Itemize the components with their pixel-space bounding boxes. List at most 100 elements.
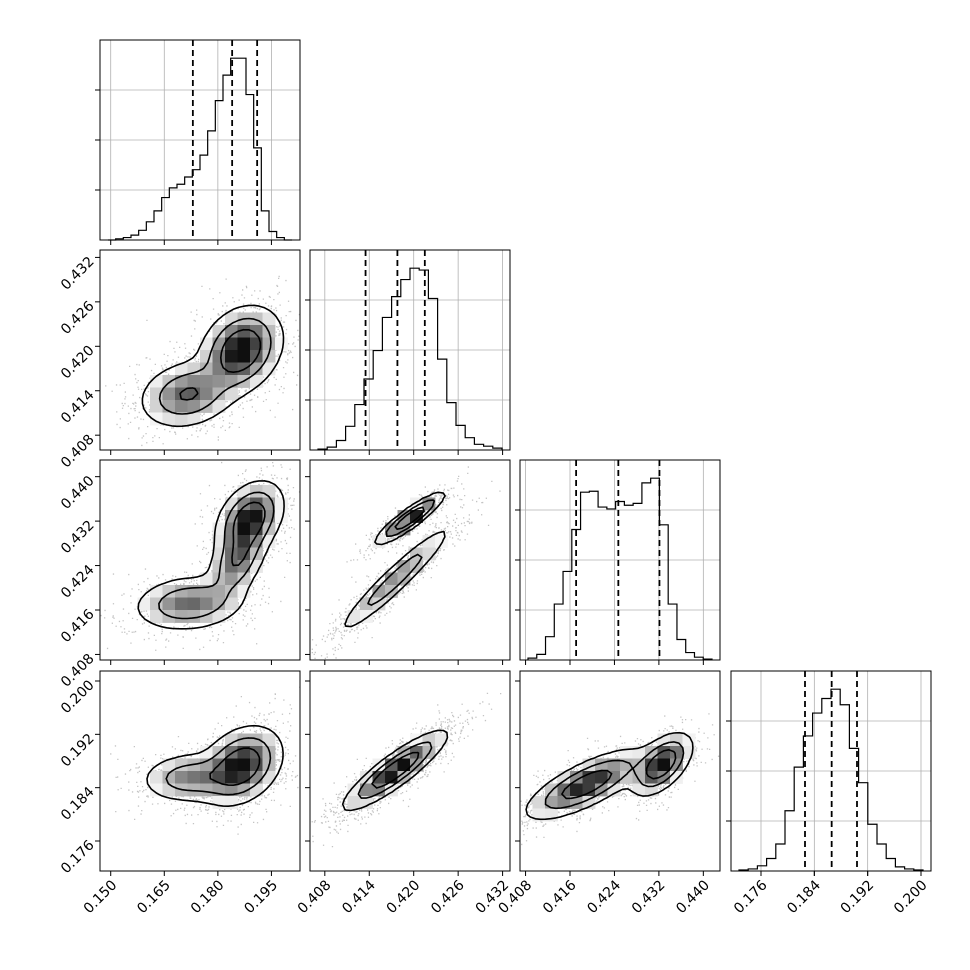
contour-level-3 bbox=[561, 749, 677, 800]
density-cell bbox=[372, 758, 386, 772]
density-cell bbox=[200, 362, 213, 376]
density-cell bbox=[212, 597, 226, 611]
density-cell bbox=[372, 771, 386, 784]
density-cell bbox=[175, 610, 188, 623]
density-cell bbox=[237, 535, 251, 548]
density-cell bbox=[162, 412, 176, 426]
xtick-label-p2: 0.424 bbox=[584, 877, 624, 917]
contour-level-2 bbox=[544, 741, 685, 810]
density-cell bbox=[212, 610, 226, 623]
panel-frame bbox=[519, 459, 721, 661]
density-cell bbox=[212, 585, 226, 598]
ytick-label-p2: 0.432 bbox=[58, 517, 98, 557]
density-cell bbox=[150, 400, 163, 413]
xtick-label-p1: 0.408 bbox=[295, 877, 335, 917]
density-cell bbox=[385, 771, 398, 784]
density-cell bbox=[212, 375, 226, 388]
density-cell bbox=[212, 350, 226, 363]
density-cell bbox=[225, 337, 238, 351]
density-cell bbox=[237, 497, 251, 511]
panel-frame bbox=[309, 459, 511, 661]
density-cell bbox=[225, 783, 238, 797]
panel-frame bbox=[99, 459, 301, 661]
ytick-label-p3: 0.176 bbox=[58, 837, 98, 877]
density-cell bbox=[237, 585, 251, 598]
contour-level-3 bbox=[371, 751, 420, 789]
density-cell bbox=[620, 746, 633, 759]
density-cell bbox=[162, 758, 176, 772]
ytick-label-p1: 0.408 bbox=[58, 432, 98, 472]
density-cell bbox=[175, 597, 188, 611]
density-cell bbox=[275, 510, 288, 523]
histogram-steps bbox=[317, 267, 503, 450]
panel-frame bbox=[99, 670, 301, 872]
panel-content bbox=[311, 466, 501, 660]
density-cell bbox=[225, 522, 238, 536]
density-cell bbox=[225, 560, 238, 573]
density-cell bbox=[162, 597, 176, 611]
density-cell bbox=[360, 796, 373, 809]
density-cell bbox=[532, 796, 546, 809]
panel-content bbox=[100, 686, 300, 835]
density-cell bbox=[187, 597, 201, 611]
density-cell bbox=[657, 746, 671, 759]
density-cell bbox=[385, 522, 398, 536]
panel-content bbox=[520, 713, 720, 846]
density-cell bbox=[200, 597, 213, 611]
panel-frame bbox=[519, 670, 721, 872]
density-cell bbox=[225, 350, 238, 363]
contour-level-1 bbox=[141, 304, 285, 428]
density-cell bbox=[237, 522, 251, 536]
density-cell bbox=[645, 758, 658, 772]
histogram-steps bbox=[108, 57, 292, 241]
density-cell bbox=[422, 535, 436, 548]
panel-content bbox=[100, 460, 300, 651]
density-cell bbox=[262, 535, 276, 548]
xtick-label-p0: 0.150 bbox=[81, 877, 121, 917]
contour-level-2 bbox=[367, 499, 436, 606]
density-cell bbox=[670, 758, 683, 772]
density-cell bbox=[200, 350, 213, 363]
density-cell bbox=[162, 375, 176, 388]
density-cell bbox=[347, 796, 361, 809]
contour-level-1 bbox=[137, 480, 285, 630]
contour-level-3 bbox=[209, 747, 261, 786]
panel-frame bbox=[730, 670, 932, 872]
density-cell bbox=[225, 362, 238, 376]
density-cell bbox=[250, 560, 263, 573]
contour-level-1 bbox=[344, 491, 446, 628]
xtick-label-p1: 0.420 bbox=[384, 877, 424, 917]
contour-level-3 bbox=[231, 501, 266, 567]
density-cell bbox=[347, 610, 361, 623]
density-cell bbox=[225, 771, 238, 784]
density-cell bbox=[237, 733, 251, 747]
density-cell bbox=[200, 375, 213, 388]
density-cell bbox=[385, 783, 398, 797]
density-cell bbox=[250, 375, 263, 388]
ytick-label-p1: 0.420 bbox=[58, 343, 98, 383]
xtick-label-p0: 0.180 bbox=[188, 877, 228, 917]
density-cell bbox=[682, 733, 696, 747]
ytick-label-p1: 0.432 bbox=[58, 254, 98, 294]
density-cell bbox=[225, 597, 238, 611]
density-cell bbox=[557, 796, 571, 809]
density-cell bbox=[347, 783, 361, 797]
histogram-p3-xtick-label: 0.176 bbox=[731, 877, 771, 917]
density-cell bbox=[582, 771, 596, 784]
density-cell bbox=[250, 733, 263, 747]
ytick-label-p2: 0.440 bbox=[58, 473, 98, 513]
scatter-panel-p2-p3: 0.408 0.416 0.424 0.432 0.440 bbox=[496, 670, 721, 917]
density-cell bbox=[237, 572, 251, 586]
density-cell bbox=[162, 771, 176, 784]
histogram-p3-xtick-label: 0.192 bbox=[838, 877, 878, 917]
density-cell bbox=[237, 560, 251, 573]
density-cell bbox=[150, 771, 163, 784]
density-cell bbox=[212, 535, 226, 548]
density-cell bbox=[225, 387, 238, 401]
density-cell bbox=[225, 572, 238, 586]
ytick-label-p2: 0.424 bbox=[58, 562, 98, 602]
ytick-label-p1: 0.426 bbox=[58, 298, 98, 338]
xtick-label-p0: 0.165 bbox=[134, 877, 174, 917]
